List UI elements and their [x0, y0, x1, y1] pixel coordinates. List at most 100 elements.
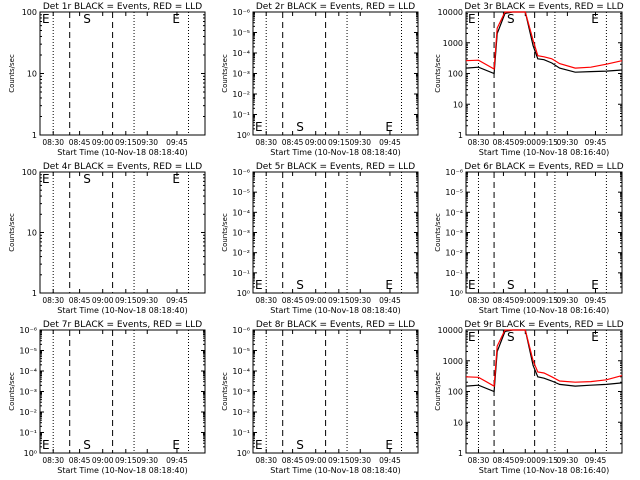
y-tick-label: 10⁻⁵ [19, 347, 37, 356]
x-tick-label: 09:00 [514, 456, 536, 465]
x-tick-label: 09:15 [328, 296, 350, 305]
event-marker-s: S [296, 120, 304, 134]
y-tick-label: 10⁻⁶ [19, 326, 37, 335]
x-tick-label: 09:45 [379, 456, 401, 465]
event-marker-e: E [591, 12, 599, 26]
x-tick-label: 09:00 [514, 138, 536, 147]
y-tick-label: 10⁻² [232, 408, 250, 417]
x-tick-label: 09:30 [349, 138, 371, 147]
event-marker-e: E [468, 278, 476, 292]
y-axis-label: Counts/sec [221, 372, 229, 411]
x-tick-label: 08:30 [468, 456, 490, 465]
x-tick-label: 09:30 [349, 296, 371, 305]
y-axis-label: Counts/sec [434, 213, 442, 252]
x-tick-label: 09:30 [557, 456, 579, 465]
event-marker-s: S [83, 438, 91, 452]
y-axis-label: Counts/sec [8, 372, 16, 411]
y-tick-label: 10⁻⁴ [232, 49, 250, 58]
y-tick-label: 10⁻³ [232, 388, 250, 397]
x-tick-label: 09:00 [92, 138, 114, 147]
y-tick-label: 1 [458, 131, 463, 140]
event-marker-s: S [296, 438, 304, 452]
x-tick-label: 08:30 [468, 296, 490, 305]
panel-det-9: Det 9r BLACK = Events, RED = LLD Counts/s… [434, 320, 624, 475]
y-tick-label: 10⁻¹ [232, 429, 250, 438]
x-tick-label: 08:30 [255, 296, 277, 305]
x-tick-label: 09:45 [585, 138, 607, 147]
event-marker-s: S [507, 12, 515, 26]
y-tick-label: 10000 [438, 326, 463, 335]
y-tick-label: 10 [27, 70, 37, 79]
x-tick-label: 09:45 [379, 296, 401, 305]
panel-det-6: Det 6r BLACK = Events, RED = LLD Counts/s… [434, 162, 624, 315]
event-marker-e: E [385, 438, 393, 452]
y-tick-label: 1000 [443, 39, 463, 48]
y-tick-label: 10⁰ [237, 289, 250, 298]
event-marker-e: E [468, 12, 476, 26]
x-tick-label: 09:00 [305, 456, 327, 465]
x-tick-label: 09:30 [557, 296, 579, 305]
panel-det-2: Det 2r BLACK = Events, RED = LLD Counts/s… [221, 2, 419, 157]
plot-frame [252, 11, 419, 136]
event-marker-e: E [42, 172, 50, 186]
y-tick-label: 10⁰ [450, 289, 463, 298]
x-tick-label: 09:30 [136, 296, 158, 305]
panel-title: Det 8r BLACK = Events, RED = LLD [256, 320, 415, 330]
x-axis-label: Start Time (10-Nov-18 08:16:40) [479, 306, 609, 315]
event-marker-e: E [42, 438, 50, 452]
event-marker-s: S [296, 278, 304, 292]
y-tick-label: 100 [448, 70, 463, 79]
x-axis-label: Start Time (10-Nov-18 08:18:40) [57, 466, 187, 475]
x-tick-label: 08:30 [42, 296, 64, 305]
x-tick-label: 08:45 [282, 296, 304, 305]
y-tick-label: 10⁻⁶ [232, 8, 250, 17]
panel-det-7: Det 7r BLACK = Events, RED = LLD Counts/s… [8, 320, 206, 475]
y-axis-label: Counts/sec [221, 54, 229, 93]
x-tick-label: 09:00 [514, 296, 536, 305]
y-tick-label: 10⁻² [232, 90, 250, 99]
x-tick-label: 08:45 [69, 296, 91, 305]
event-marker-e: E [385, 278, 393, 292]
y-tick-label: 10000 [438, 8, 463, 17]
y-tick-label: 10⁰ [237, 131, 250, 140]
x-axis-label: Start Time (10-Nov-18 08:18:40) [57, 148, 187, 157]
x-tick-label: 09:30 [557, 138, 579, 147]
y-tick-label: 1 [458, 449, 463, 458]
panel-title: Det 6r BLACK = Events, RED = LLD [464, 162, 623, 172]
x-tick-label: 09:00 [92, 456, 114, 465]
y-tick-label: 10⁻¹ [232, 111, 250, 120]
y-tick-label: 10⁻³ [445, 229, 463, 238]
y-tick-label: 10⁻⁴ [19, 367, 37, 376]
y-tick-label: 1 [32, 131, 37, 140]
plot-frame [39, 171, 206, 294]
y-tick-label: 10⁻² [19, 408, 37, 417]
y-tick-label: 10 [453, 418, 463, 427]
event-marker-e: E [591, 278, 599, 292]
x-axis-label: Start Time (10-Nov-18 08:16:40) [479, 466, 609, 475]
y-tick-label: 10⁻³ [232, 70, 250, 79]
panel-title: Det 2r BLACK = Events, RED = LLD [256, 2, 415, 12]
y-tick-label: 10⁰ [24, 449, 37, 458]
x-axis-label: Start Time (10-Nov-18 08:18:40) [270, 148, 400, 157]
x-tick-label: 08:45 [493, 296, 515, 305]
panel-title: Det 7r BLACK = Events, RED = LLD [43, 320, 202, 330]
event-marker-s: S [507, 278, 515, 292]
event-marker-s: S [507, 330, 515, 344]
panel-title: Det 4r BLACK = Events, RED = LLD [43, 162, 202, 172]
x-tick-label: 09:30 [136, 138, 158, 147]
panel-title: Det 3r BLACK = Events, RED = LLD [464, 2, 623, 12]
x-tick-label: 09:15 [328, 138, 350, 147]
event-marker-e: E [172, 12, 180, 26]
y-tick-label: 10⁻¹ [232, 269, 250, 278]
y-tick-label: 100 [22, 8, 37, 17]
x-tick-label: 08:30 [42, 456, 64, 465]
y-tick-label: 10⁻² [445, 249, 463, 258]
plot-frame [465, 329, 623, 454]
event-marker-e: E [468, 330, 476, 344]
x-tick-label: 09:00 [305, 138, 327, 147]
y-tick-label: 1000 [443, 357, 463, 366]
y-axis-label: Counts/sec [8, 213, 16, 252]
y-axis-label: Counts/sec [221, 213, 229, 252]
y-axis-label: Counts/sec [8, 54, 16, 93]
